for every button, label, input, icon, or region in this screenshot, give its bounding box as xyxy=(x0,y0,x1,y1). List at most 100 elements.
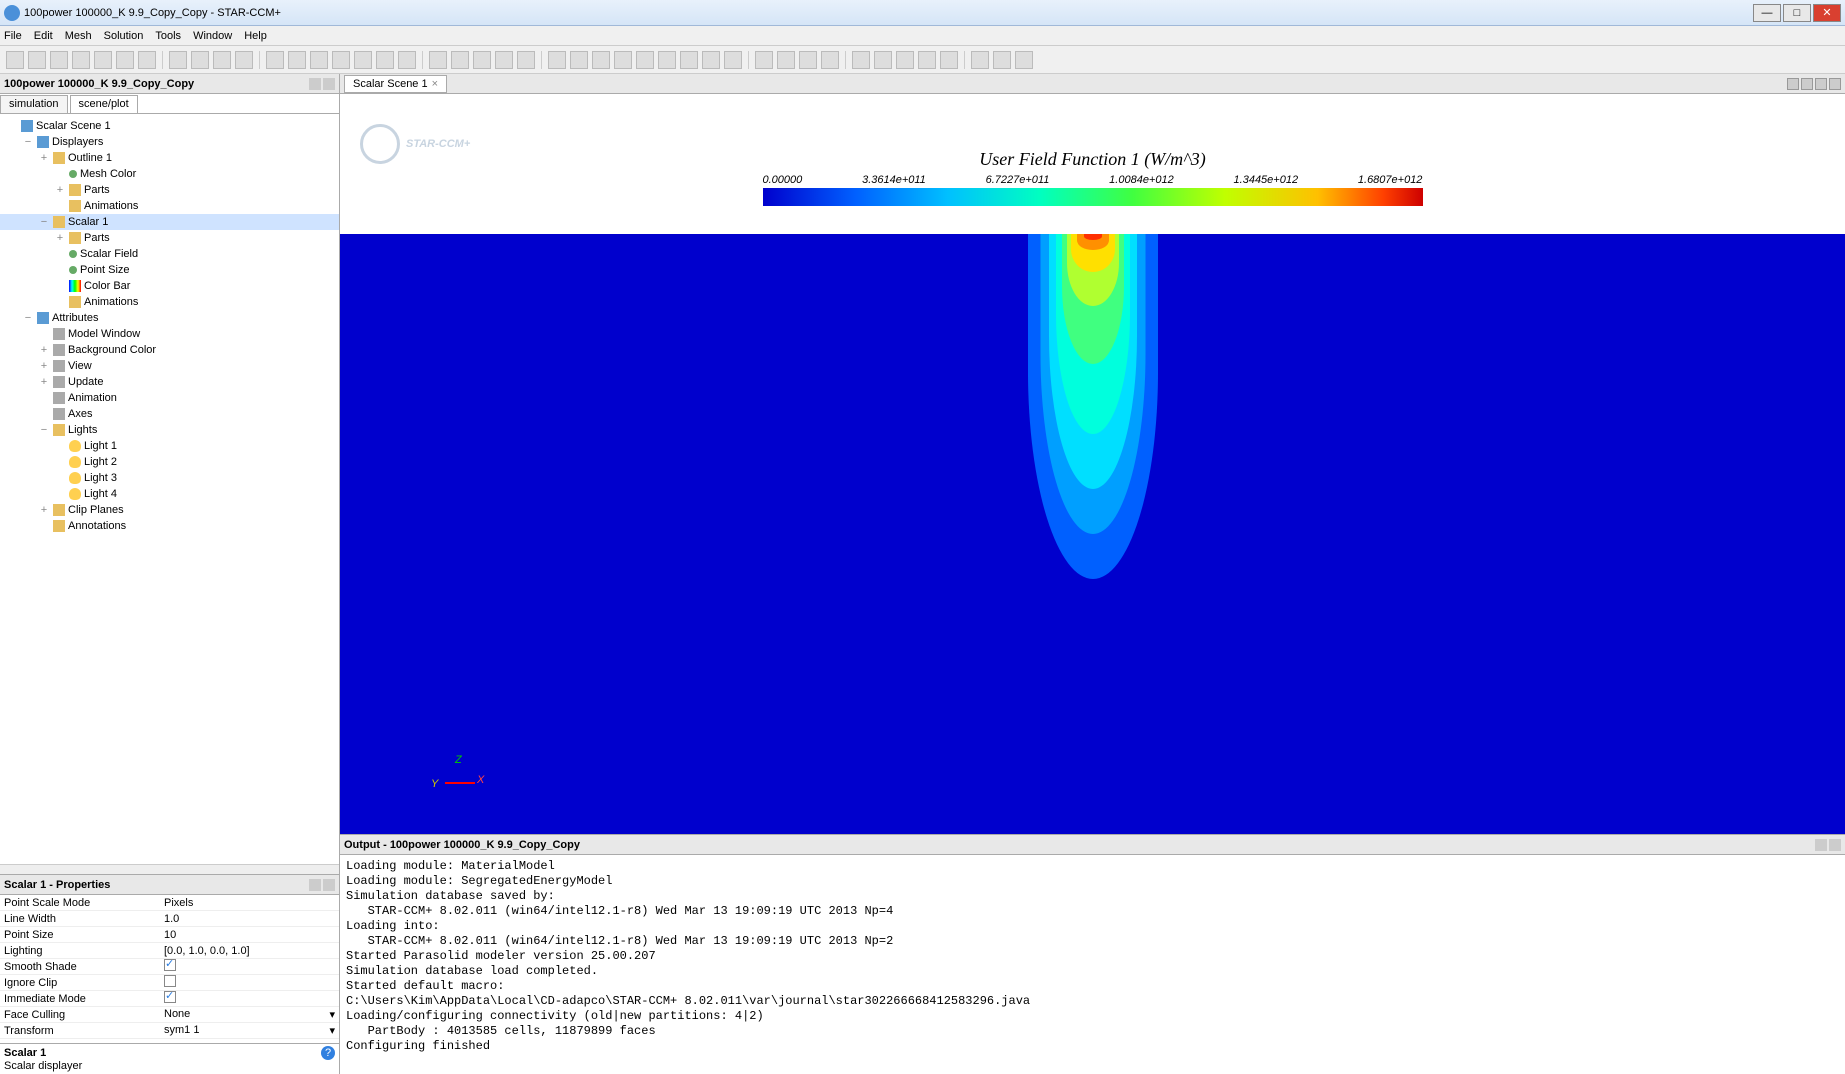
tree-node[interactable]: Light 2 xyxy=(0,454,339,470)
tree-node[interactable]: Light 3 xyxy=(0,470,339,486)
toolbar-button[interactable] xyxy=(6,51,24,69)
scene-tab-close-icon[interactable]: × xyxy=(432,78,438,90)
scene-nav-prev-icon[interactable] xyxy=(1787,78,1799,90)
property-row[interactable]: Smooth Shade xyxy=(0,959,339,975)
tree-node[interactable]: Color Bar xyxy=(0,278,339,294)
menu-edit[interactable]: Edit xyxy=(34,30,53,42)
tree-expander-icon[interactable]: + xyxy=(38,360,50,372)
tree-node[interactable]: Mesh Color xyxy=(0,166,339,182)
toolbar-button[interactable] xyxy=(517,51,535,69)
toolbar-button[interactable] xyxy=(918,51,936,69)
close-button[interactable]: ✕ xyxy=(1813,4,1841,22)
properties-close-icon[interactable] xyxy=(323,879,335,891)
checkbox[interactable] xyxy=(164,991,176,1003)
tree-node[interactable]: +Update xyxy=(0,374,339,390)
help-icon[interactable]: ? xyxy=(321,1046,335,1060)
toolbar-button[interactable] xyxy=(993,51,1011,69)
output-pin-icon[interactable] xyxy=(1815,839,1827,851)
tree-node[interactable]: −Displayers xyxy=(0,134,339,150)
toolbar-button[interactable] xyxy=(852,51,870,69)
output-console[interactable]: Loading module: MaterialModel Loading mo… xyxy=(340,855,1845,1074)
property-row[interactable]: Immediate Mode xyxy=(0,991,339,1007)
property-row[interactable]: Line Width1.0 xyxy=(0,911,339,927)
tree-node[interactable]: +Parts xyxy=(0,230,339,246)
tree-expander-icon[interactable]: − xyxy=(38,424,50,436)
tree-node[interactable]: −Attributes xyxy=(0,310,339,326)
3d-viewport[interactable]: STAR-CCM+ User Field Function 1 (W/m^3) … xyxy=(340,94,1845,834)
menu-solution[interactable]: Solution xyxy=(104,30,144,42)
menu-file[interactable]: File xyxy=(4,30,22,42)
toolbar-button[interactable] xyxy=(495,51,513,69)
tree-node[interactable]: Axes xyxy=(0,406,339,422)
toolbar-button[interactable] xyxy=(94,51,112,69)
tree-node[interactable]: Animations xyxy=(0,198,339,214)
toolbar-button[interactable] xyxy=(473,51,491,69)
tree-node[interactable]: −Scalar 1 xyxy=(0,214,339,230)
tree-expander-icon[interactable]: − xyxy=(22,312,34,324)
tree-node[interactable]: +Parts xyxy=(0,182,339,198)
toolbar-button[interactable] xyxy=(724,51,742,69)
scene-tab[interactable]: Scalar Scene 1 × xyxy=(344,75,447,93)
properties-pin-icon[interactable] xyxy=(309,879,321,891)
toolbar-button[interactable] xyxy=(971,51,989,69)
maximize-button[interactable]: □ xyxy=(1783,4,1811,22)
property-value[interactable] xyxy=(160,959,339,974)
toolbar-button[interactable] xyxy=(874,51,892,69)
tree-node[interactable]: +Clip Planes xyxy=(0,502,339,518)
tree-node[interactable]: Annotations xyxy=(0,518,339,534)
menu-mesh[interactable]: Mesh xyxy=(65,30,92,42)
toolbar-button[interactable] xyxy=(310,51,328,69)
toolbar-button[interactable] xyxy=(191,51,209,69)
toolbar-button[interactable] xyxy=(332,51,350,69)
tree-node[interactable]: Point Size xyxy=(0,262,339,278)
toolbar-button[interactable] xyxy=(169,51,187,69)
output-close-icon[interactable] xyxy=(1829,839,1841,851)
toolbar-button[interactable] xyxy=(213,51,231,69)
left-panel-pin-icon[interactable] xyxy=(309,78,321,90)
toolbar-button[interactable] xyxy=(636,51,654,69)
tree-expander-icon[interactable]: + xyxy=(54,184,66,196)
tree-node[interactable]: Scalar Field xyxy=(0,246,339,262)
toolbar-button[interactable] xyxy=(266,51,284,69)
toolbar-button[interactable] xyxy=(28,51,46,69)
tree-node[interactable]: −Lights xyxy=(0,422,339,438)
tree-node[interactable]: Animation xyxy=(0,390,339,406)
property-row[interactable]: Face CullingNone ▾ xyxy=(0,1007,339,1023)
checkbox[interactable] xyxy=(164,975,176,987)
toolbar-button[interactable] xyxy=(451,51,469,69)
toolbar-button[interactable] xyxy=(680,51,698,69)
property-value[interactable] xyxy=(160,975,339,990)
toolbar-button[interactable] xyxy=(896,51,914,69)
scene-nav-next-icon[interactable] xyxy=(1801,78,1813,90)
toolbar-button[interactable] xyxy=(821,51,839,69)
checkbox[interactable] xyxy=(164,959,176,971)
tree-expander-icon[interactable]: + xyxy=(54,232,66,244)
toolbar-button[interactable] xyxy=(398,51,416,69)
tree-node[interactable]: Scalar Scene 1 xyxy=(0,118,339,134)
tree-node[interactable]: Model Window xyxy=(0,326,339,342)
tree-expander-icon[interactable]: + xyxy=(38,376,50,388)
tree-expander-icon[interactable]: + xyxy=(38,504,50,516)
property-value[interactable]: 10 xyxy=(160,929,339,941)
tree-node[interactable]: Light 1 xyxy=(0,438,339,454)
tree-node[interactable]: Animations xyxy=(0,294,339,310)
tree-node[interactable]: +Background Color xyxy=(0,342,339,358)
property-value[interactable]: sym1 1 ▾ xyxy=(160,1024,339,1037)
left-panel-close-icon[interactable] xyxy=(323,78,335,90)
scene-tree[interactable]: Scalar Scene 1−Displayers+Outline 1Mesh … xyxy=(0,114,339,864)
menu-help[interactable]: Help xyxy=(244,30,267,42)
toolbar-button[interactable] xyxy=(548,51,566,69)
scene-nav-list-icon[interactable] xyxy=(1815,78,1827,90)
property-value[interactable] xyxy=(160,991,339,1006)
toolbar-button[interactable] xyxy=(138,51,156,69)
property-row[interactable]: Point Size10 xyxy=(0,927,339,943)
minimize-button[interactable]: — xyxy=(1753,4,1781,22)
property-value[interactable]: 1.0 xyxy=(160,913,339,925)
toolbar-button[interactable] xyxy=(570,51,588,69)
toolbar-button[interactable] xyxy=(354,51,372,69)
toolbar-button[interactable] xyxy=(288,51,306,69)
toolbar-button[interactable] xyxy=(702,51,720,69)
toolbar-button[interactable] xyxy=(755,51,773,69)
tree-expander-icon[interactable]: − xyxy=(22,136,34,148)
toolbar-button[interactable] xyxy=(116,51,134,69)
